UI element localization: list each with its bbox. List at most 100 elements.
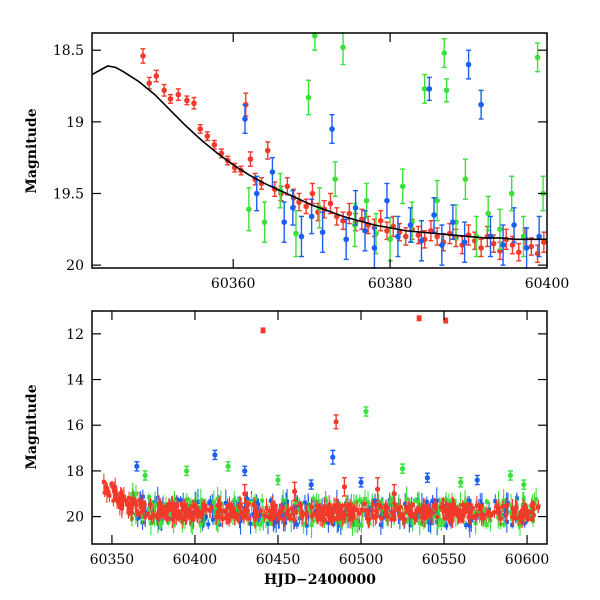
top-data-point-blue	[308, 213, 315, 220]
bottom-data-point-red	[427, 514, 432, 519]
bottom-data-point-red	[194, 511, 199, 516]
bottom-data-point-blue	[326, 520, 331, 525]
bottom-data-point-red	[176, 511, 181, 516]
bottom-data-point-green	[275, 477, 281, 483]
bottom-data-point-red	[316, 506, 321, 511]
bottom-data-point-blue	[487, 507, 492, 512]
bottom-data-point-red	[286, 508, 291, 513]
top-data-point-blue	[319, 229, 326, 235]
bottom-data-point-red	[215, 511, 220, 516]
bottom-y-tick-label: 18	[66, 464, 84, 480]
bottom-data-point-red	[521, 514, 526, 519]
bottom-data-point-red	[481, 516, 486, 521]
top-data-point-blue	[450, 219, 456, 225]
bottom-data-point-green	[404, 496, 409, 501]
bottom-data-point-green	[363, 497, 368, 502]
bottom-data-point-red	[332, 503, 337, 508]
bottom-data-point-green	[366, 500, 371, 505]
bottom-data-point-red	[141, 508, 146, 513]
top-data-point-green	[534, 54, 541, 61]
bottom-data-point-red	[346, 506, 351, 511]
bottom-data-point-red	[477, 507, 482, 512]
bottom-data-point-red	[348, 502, 353, 507]
top-data-point-red	[264, 147, 271, 154]
bottom-data-point-red	[342, 516, 347, 521]
bottom-data-point-green	[311, 496, 316, 501]
top-data-point-red	[146, 80, 153, 86]
bottom-data-point-red	[260, 327, 266, 334]
bottom-x-tick-label: 60400	[173, 552, 218, 568]
bottom-data-point-red	[148, 515, 153, 520]
bottom-data-point-red	[184, 513, 189, 518]
bottom-data-point-red	[331, 515, 336, 520]
bottom-data-point-red	[350, 505, 355, 510]
bottom-data-point-red	[174, 514, 179, 519]
bottom-y-tick-label: 12	[66, 327, 84, 343]
bottom-data-point-red	[407, 505, 412, 510]
bottom-data-point-red	[520, 516, 525, 521]
bottom-data-point-red	[417, 507, 422, 512]
bottom-data-point-red	[457, 508, 462, 513]
bottom-data-point-red	[142, 502, 147, 507]
bottom-data-point-green	[355, 518, 360, 523]
bottom-data-point-red	[504, 512, 509, 517]
bottom-data-point-red	[328, 506, 333, 511]
bottom-data-point-red	[127, 506, 132, 511]
bottom-data-point-red	[500, 504, 505, 509]
bottom-data-point-red	[329, 514, 334, 519]
bottom-data-point-red	[359, 507, 364, 512]
bottom-data-point-blue	[302, 500, 307, 505]
bottom-data-point-red	[166, 508, 171, 513]
bottom-data-point-red	[536, 504, 541, 509]
bottom-data-point-red	[151, 513, 156, 518]
bottom-data-point-red	[413, 512, 418, 517]
top-y-tick-label: 19	[66, 115, 84, 131]
bottom-data-point-red	[103, 484, 108, 489]
bottom-data-point-red	[357, 511, 362, 516]
bottom-data-point-red	[496, 506, 501, 511]
bottom-data-point-red	[371, 515, 376, 520]
bottom-y-tick-label: 14	[66, 373, 84, 389]
bottom-data-point-red	[351, 515, 356, 520]
top-data-point-red	[509, 242, 516, 248]
bottom-data-point-red	[182, 506, 187, 511]
bottom-data-point-blue	[308, 482, 314, 488]
bottom-data-point-red	[231, 506, 236, 511]
bottom-data-point-green	[294, 501, 299, 506]
top-data-point-red	[415, 232, 422, 238]
bottom-data-point-green	[496, 515, 501, 520]
top-data-point-blue	[439, 242, 445, 248]
bottom-panel: 60350 60400 60450 60500 60550 60600 12 14 16 18 20…	[24, 310, 549, 588]
bottom-x-axis-title: HJD−2400000	[264, 572, 376, 588]
bottom-data-point-red	[235, 513, 240, 518]
bottom-data-point-green	[308, 510, 313, 515]
top-data-point-red	[528, 243, 535, 250]
bottom-data-point-red	[115, 499, 120, 504]
bottom-data-point-red	[376, 503, 381, 508]
bottom-data-point-red	[209, 505, 214, 510]
bottom-data-point-red	[267, 509, 272, 514]
bottom-data-point-green	[149, 499, 154, 504]
bottom-data-point-red	[113, 485, 118, 490]
top-data-point-green	[441, 50, 448, 56]
bottom-data-point-blue	[212, 452, 218, 458]
bottom-data-point-blue	[178, 498, 183, 503]
top-y-tick-label: 18.5	[53, 43, 84, 59]
bottom-data-point-red	[339, 510, 344, 515]
bottom-data-point-green	[399, 466, 406, 472]
bottom-data-point-red	[396, 507, 401, 512]
bottom-data-point-red	[425, 512, 430, 517]
bottom-data-point-green	[213, 505, 218, 510]
top-data-point-blue	[352, 205, 359, 211]
bottom-data-point-red	[521, 507, 526, 512]
top-data-point-blue	[536, 233, 542, 240]
bottom-data-point-green	[232, 498, 237, 503]
bottom-data-point-red	[214, 515, 219, 520]
top-data-point-blue	[343, 236, 349, 243]
bottom-data-point-red	[273, 503, 278, 508]
bottom-data-point-red	[109, 482, 114, 487]
bottom-data-point-red	[409, 508, 414, 513]
bottom-data-point-red	[274, 512, 279, 517]
bottom-data-point-red	[321, 515, 326, 520]
bottom-data-point-red	[120, 506, 125, 511]
